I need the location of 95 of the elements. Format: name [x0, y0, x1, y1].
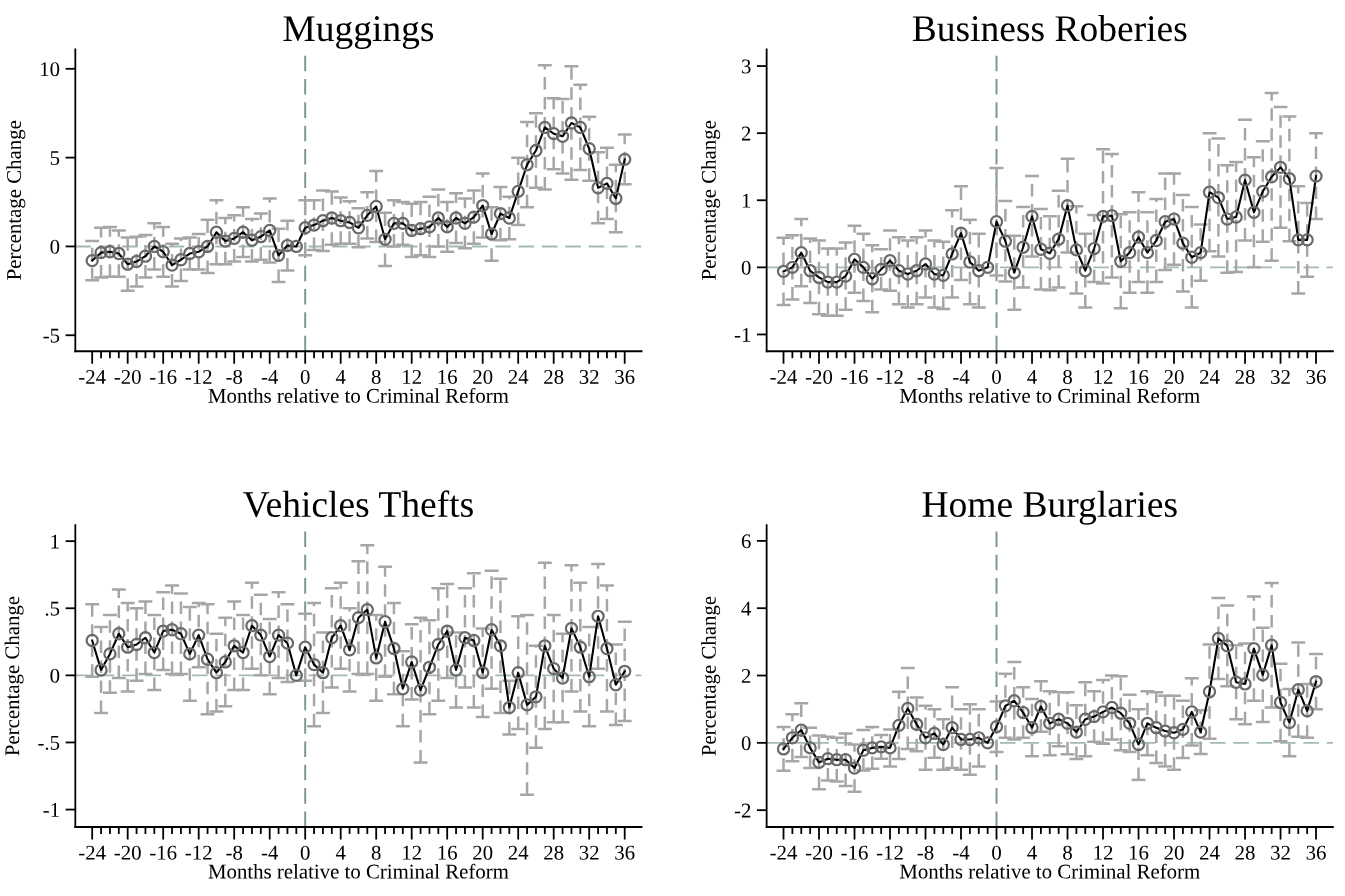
x-axis-title: Months relative to Criminal Reform [899, 387, 1200, 403]
x-tick-label: 0 [992, 369, 1001, 384]
y-axis-title: Percentage Change [701, 596, 721, 756]
x-tick-label: 12 [1094, 369, 1113, 384]
x-tick-label: -12 [185, 369, 212, 384]
x-tick-label: -20 [805, 369, 833, 384]
x-tick-label: -24 [79, 845, 106, 860]
x-axis-title: Months relative to Criminal Reform [899, 863, 1200, 879]
x-tick-label: 28 [1235, 369, 1255, 384]
chart-title: Muggings [283, 16, 434, 50]
x-tick-label: 4 [1027, 845, 1037, 860]
x-tick-label: 8 [1063, 845, 1072, 860]
x-tick-label: -4 [953, 370, 970, 384]
x-tick-label: 16 [1129, 369, 1149, 384]
x-tick-label: 20 [473, 845, 493, 860]
x-tick-label: -24 [770, 845, 798, 860]
x-tick-label: 32 [1271, 369, 1290, 384]
x-tick-label: -8 [917, 369, 934, 384]
x-tick-label: 12 [403, 369, 421, 384]
y-tick-label: 4 [741, 601, 752, 616]
x-tick-label: 8 [371, 845, 381, 860]
y-tick-label: -5 [43, 328, 60, 343]
x-tick-label: 36 [1306, 845, 1326, 860]
x-tick-label: -12 [185, 845, 212, 860]
y-tick-label: 0 [50, 668, 60, 683]
x-tick-label: 24 [508, 845, 529, 860]
x-tick-label: -4 [261, 845, 279, 860]
y-tick-label: 3 [741, 59, 751, 74]
x-tick-label: -24 [770, 369, 798, 384]
y-axis-title: Percentage Change [4, 596, 24, 756]
x-axis-title: Months relative to Criminal Reform [208, 387, 509, 403]
y-tick-label: 2 [741, 126, 751, 141]
y-tick-label: 6 [741, 534, 751, 549]
x-tick-label: -8 [226, 369, 243, 384]
chart-title: Home Burglaries [922, 490, 1177, 525]
x-tick-label: -12 [876, 845, 903, 860]
x-tick-label: 32 [1271, 845, 1290, 860]
x-tick-label: -4 [953, 845, 970, 860]
x-tick-label: -24 [79, 369, 106, 384]
x-tick-label: -8 [226, 845, 243, 860]
x-tick-label: 20 [1164, 369, 1184, 384]
chart-title: Vehicles Thefts [243, 490, 473, 518]
x-tick-label: 4 [1027, 370, 1037, 384]
y-tick-label: 0 [50, 239, 60, 254]
x-tick-label: 0 [300, 369, 310, 384]
x-tick-label: 8 [371, 369, 381, 384]
y-tick-label: 5 [50, 151, 60, 166]
x-tick-label: 4 [335, 370, 346, 384]
x-tick-label: -20 [114, 845, 141, 860]
x-tick-label: 28 [1235, 845, 1255, 860]
y-tick-label: -1 [43, 803, 59, 817]
x-tick-label: 8 [1063, 369, 1072, 384]
y-axis-title: Percentage Change [6, 120, 26, 280]
x-tick-label: 16 [1129, 845, 1149, 860]
x-tick-label: 28 [544, 845, 564, 860]
y-tick-label: 2 [741, 668, 751, 683]
x-tick-label: 24 [1200, 845, 1220, 860]
chart-title: Business Roberies [912, 14, 1187, 42]
y-tick-label: 10 [41, 62, 60, 77]
x-tick-label: -16 [841, 369, 868, 384]
y-tick-label: 1 [51, 534, 59, 549]
x-tick-label: 4 [335, 845, 346, 860]
x-tick-label: 36 [615, 845, 635, 860]
y-tick-label: 0 [741, 736, 751, 751]
y-tick-label: .5 [45, 601, 60, 616]
x-tick-label: -8 [917, 845, 934, 860]
x-tick-label: -12 [876, 369, 903, 384]
x-tick-label: 12 [403, 845, 421, 860]
y-tick-label: -.5 [38, 736, 60, 750]
y-tick-label: -2 [734, 803, 751, 818]
x-tick-label: -16 [150, 369, 177, 384]
x-tick-label: 24 [508, 369, 529, 384]
x-tick-label: 20 [473, 369, 493, 384]
x-tick-label: 20 [1164, 845, 1184, 860]
x-tick-label: 0 [300, 845, 310, 860]
x-tick-label: -16 [841, 845, 868, 860]
x-tick-label: -20 [114, 369, 141, 384]
y-tick-label: -1 [734, 327, 751, 342]
x-tick-label: 36 [615, 369, 635, 384]
x-tick-label: -20 [805, 845, 833, 860]
y-axis-title: Percentage Change [701, 120, 721, 280]
x-tick-label: -4 [261, 370, 279, 384]
x-tick-label: 36 [1306, 369, 1326, 384]
y-tick-label: 1 [742, 193, 751, 208]
x-tick-label: 32 [579, 369, 599, 384]
x-tick-label: 0 [992, 845, 1001, 860]
x-tick-label: -16 [150, 845, 177, 860]
x-tick-label: 16 [438, 369, 457, 384]
x-tick-label: 16 [438, 845, 457, 860]
x-tick-label: 32 [579, 845, 599, 860]
y-tick-label: 0 [741, 260, 751, 275]
x-tick-label: 28 [544, 369, 564, 384]
x-tick-label: 12 [1094, 845, 1113, 860]
x-tick-label: 24 [1200, 369, 1220, 384]
x-axis-title: Months relative to Criminal Reform [208, 863, 509, 879]
